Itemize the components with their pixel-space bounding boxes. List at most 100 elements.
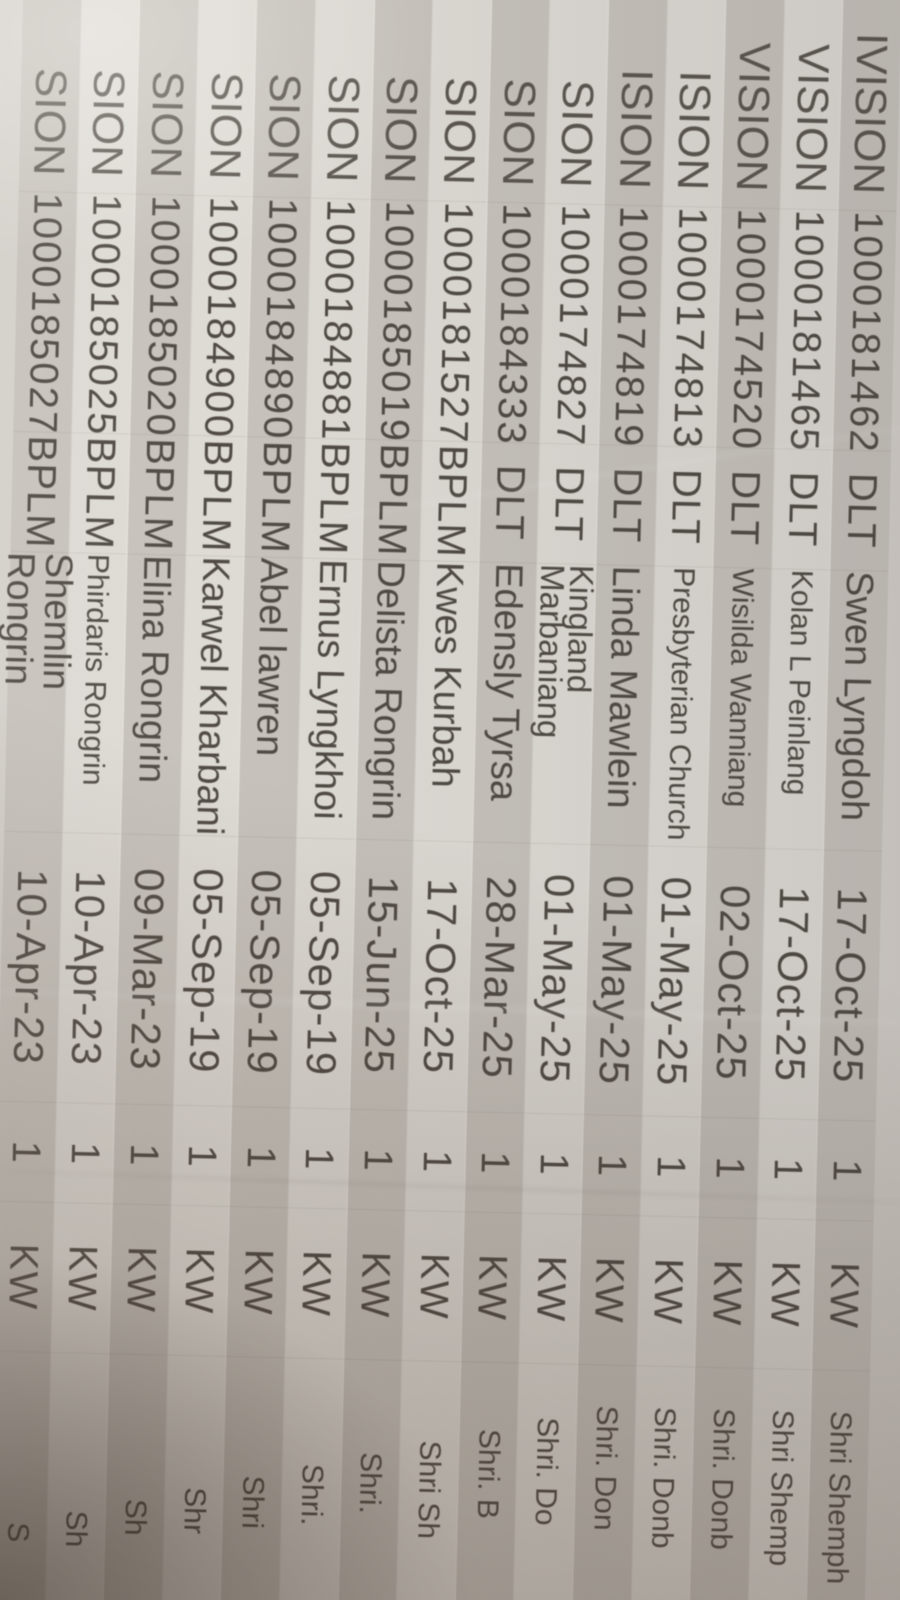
cell-connection-code: DLT [772, 449, 833, 571]
cell-date: 02-Oct-25 [701, 847, 765, 1119]
cell-division: SION [77, 0, 145, 195]
cell-consumer-number: 1000184900 [189, 195, 253, 440]
cell-consumer-name: Karwel Kharbani [180, 555, 244, 838]
cell-unit-kw: KW [461, 1212, 523, 1364]
cell-connection-code: BPLM [303, 438, 364, 560]
cell-division: ISION [663, 0, 731, 208]
cell-unit-kw: KW [109, 1204, 171, 1356]
cell-unit-kw: KW [812, 1220, 874, 1372]
cell-connection-code: BPLM [10, 431, 71, 554]
cell-consumer-number: 1000185019 [364, 199, 428, 443]
cell-quantity: 1 [757, 1118, 818, 1221]
cell-unit-kw: KW [51, 1203, 113, 1355]
cell-quantity: 1 [171, 1105, 232, 1207]
cell-connection-code: BPLM [244, 437, 306, 559]
cell-division: SION [135, 0, 204, 196]
cell-unit-kw: KW [343, 1209, 405, 1361]
cell-quantity: 1 [347, 1109, 408, 1211]
cell-division: SION [487, 0, 555, 204]
cell-consumer-name: Wisilda Wanniang [707, 567, 772, 850]
cell-date: 17-Oct-25 [818, 850, 882, 1122]
cell-unit-kw: KW [402, 1210, 464, 1363]
cell-date: 05-Sep-19 [291, 838, 355, 1110]
cell-division: ISION [604, 0, 672, 207]
cell-unit-kw: KW [226, 1207, 288, 1359]
cell-consumer-name: Kolan L Peinlang [765, 569, 830, 851]
cell-date: 15-Jun-25 [349, 839, 414, 1112]
cell-date: 01-May-25 [525, 843, 590, 1115]
cell-owner-name: S [0, 1521, 35, 1543]
cell-unit-kw: KW [695, 1217, 757, 1369]
cell-date: 28-Mar-25 [466, 842, 531, 1114]
cell-quantity: 1 [113, 1104, 173, 1206]
cell-consumer-number: 1000174827 [540, 203, 604, 447]
cell-unit-kw: KW [636, 1216, 698, 1368]
cell-date: 09-Mar-23 [115, 834, 180, 1106]
cell-consumer-number: 1000174813 [657, 206, 721, 450]
cell-unit-kw: KW [519, 1213, 581, 1365]
cell-unit-kw: KW [753, 1218, 815, 1371]
cell-consumer-number: 1000185025 [71, 193, 135, 437]
cell-quantity: 1 [405, 1111, 466, 1213]
cell-connection-code: DLT [479, 442, 540, 564]
cell-consumer-name: Linda Mawlein [590, 565, 654, 847]
cell-connection-code: BPLM [69, 433, 130, 555]
cell-consumer-name: Presbyterian Church [648, 566, 713, 848]
cell-connection-code: BPLM [362, 439, 423, 562]
cell-date: 05-Sep-19 [232, 837, 297, 1109]
cell-date: 10-Apr-23 [0, 831, 62, 1104]
cell-quantity: 1 [815, 1120, 876, 1222]
cell-consumer-name: Ernus Lyngkhoi [297, 558, 362, 840]
cell-division: VISION [780, 0, 848, 211]
cell-division: SION [428, 0, 496, 203]
cell-division: VISION [721, 0, 789, 210]
cell-consumer-name: Swen Lyngdoh [824, 570, 889, 852]
cell-division: SION [311, 0, 379, 200]
cell-consumer-name: Kwes Kurbah [414, 561, 479, 843]
cell-consumer-number: 1000174819 [599, 205, 663, 449]
cell-unit-kw: KW [285, 1208, 347, 1360]
cell-division: SION [194, 0, 262, 198]
cell-connection-code: DLT [596, 445, 657, 567]
cell-consumer-name: Edensly Tyrsa [472, 562, 537, 844]
cell-quantity: 1 [581, 1115, 642, 1217]
cell-connection-code: DLT [830, 450, 892, 572]
cell-consumer-name: Delista Rongrin [355, 559, 420, 842]
cell-division: SION [18, 0, 86, 194]
cell-quantity: 1 [54, 1103, 115, 1205]
cell-connection-code: DLT [537, 443, 599, 566]
cell-consumer-number: 1000181465 [774, 209, 838, 453]
cell-unit-kw: KW [168, 1205, 230, 1357]
cell-consumer-number: 1000184881 [306, 198, 370, 442]
cell-date: 17-Oct-25 [759, 849, 824, 1121]
cell-consumer-name: Kingland Marbaniang [531, 564, 600, 846]
cell-consumer-number: 1000184333 [481, 202, 545, 446]
cell-quantity: 1 [698, 1117, 759, 1219]
cell-quantity: 1 [464, 1112, 525, 1214]
cell-consumer-name: Abel lawren [238, 557, 303, 839]
cell-consumer-number: 1000181462 [833, 210, 897, 454]
cell-division: SION [253, 0, 321, 199]
cell-consumer-number: 1000184890 [247, 197, 311, 441]
cell-consumer-name: Elina Rongrin [121, 554, 186, 836]
cell-unit-kw: KW [578, 1214, 640, 1367]
cell-unit-kw: KW [0, 1201, 54, 1353]
cell-date: 01-May-25 [642, 846, 707, 1118]
cell-date: 17-Oct-25 [408, 841, 472, 1113]
cell-consumer-name: Shemlin Rongrin [0, 552, 79, 834]
cell-connection-code: BPLM [420, 441, 481, 563]
cell-connection-code: BPLM [186, 435, 247, 558]
cell-division: SION [370, 0, 438, 202]
cell-division: SION [545, 0, 614, 206]
cell-consumer-number: 1000181527 [423, 201, 487, 445]
cell-quantity: 1 [230, 1107, 291, 1209]
cell-consumer-number: 1000185027 [13, 191, 77, 436]
cell-date: 05-Sep-19 [173, 835, 238, 1108]
cell-connection-code: DLT [654, 446, 716, 568]
cell-connection-code: BPLM [127, 434, 189, 556]
cell-date: 01-May-25 [583, 845, 648, 1117]
cell-consumer-number: 1000174520 [716, 207, 780, 451]
cell-division: IVISION [838, 0, 900, 212]
